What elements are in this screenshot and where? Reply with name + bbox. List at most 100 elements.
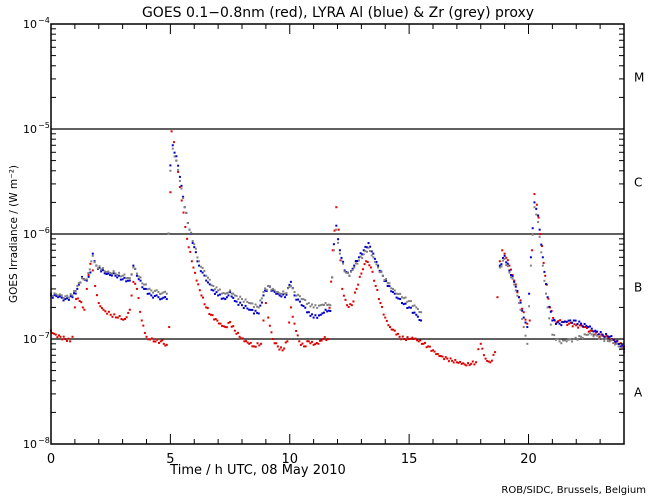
data-point xyxy=(415,313,418,316)
data-point xyxy=(358,275,361,278)
data-point xyxy=(508,269,511,272)
data-point xyxy=(474,361,477,364)
data-point xyxy=(153,289,156,292)
data-point xyxy=(67,298,70,301)
data-point xyxy=(312,306,315,309)
data-point xyxy=(264,289,267,292)
series-goes-0-1-0-8nm xyxy=(50,130,625,367)
data-point xyxy=(143,331,146,334)
data-point xyxy=(105,273,108,276)
data-point xyxy=(107,270,110,273)
data-point xyxy=(106,312,109,315)
data-point xyxy=(283,347,286,350)
data-point xyxy=(196,260,199,263)
credit-text: ROB/SIDC, Brussels, Belgium xyxy=(501,485,646,496)
data-point xyxy=(416,315,419,318)
data-point xyxy=(112,272,115,275)
data-point xyxy=(119,278,122,281)
data-point xyxy=(571,325,574,328)
data-point xyxy=(275,342,278,345)
data-point xyxy=(300,298,303,301)
data-point xyxy=(386,284,389,287)
data-point xyxy=(258,344,261,347)
data-point xyxy=(392,291,395,294)
data-point xyxy=(295,298,298,301)
data-point xyxy=(588,332,591,335)
data-point xyxy=(369,266,372,269)
y-tick-label: 10 xyxy=(23,228,37,241)
data-point xyxy=(173,155,176,158)
data-point xyxy=(322,311,325,314)
data-point xyxy=(528,292,531,295)
data-point xyxy=(89,262,92,265)
data-point xyxy=(369,245,372,248)
data-point xyxy=(438,354,441,357)
data-point xyxy=(309,314,312,317)
data-point xyxy=(159,298,162,301)
data-point xyxy=(162,291,165,294)
data-point xyxy=(452,361,455,364)
data-point xyxy=(296,334,299,337)
data-point xyxy=(566,324,569,327)
data-point xyxy=(611,338,614,340)
data-point xyxy=(392,287,395,290)
data-point xyxy=(465,364,468,367)
data-point xyxy=(374,284,377,287)
data-point xyxy=(146,292,149,295)
data-point xyxy=(306,311,309,314)
data-point xyxy=(331,276,334,279)
data-point xyxy=(252,312,255,315)
data-point xyxy=(242,300,245,303)
data-point xyxy=(262,294,265,297)
data-point xyxy=(597,333,600,336)
data-point xyxy=(502,256,505,259)
data-point xyxy=(396,332,399,335)
data-point xyxy=(583,322,586,325)
data-point xyxy=(378,271,381,274)
data-point xyxy=(408,306,411,309)
data-point xyxy=(594,331,597,334)
data-point xyxy=(237,331,240,334)
data-point xyxy=(298,340,301,343)
data-point xyxy=(280,292,283,295)
data-point xyxy=(114,274,117,277)
data-point xyxy=(508,271,511,274)
data-point xyxy=(389,326,392,329)
data-point xyxy=(433,350,436,353)
data-point xyxy=(353,264,356,267)
data-point xyxy=(114,272,117,275)
data-point xyxy=(351,267,354,270)
data-point xyxy=(543,279,546,282)
data-point xyxy=(606,340,609,343)
data-point xyxy=(200,294,203,297)
data-point xyxy=(64,298,67,301)
data-point xyxy=(249,341,252,344)
data-point xyxy=(95,264,98,267)
data-point xyxy=(366,261,369,264)
data-point xyxy=(392,328,395,331)
data-point xyxy=(562,320,565,323)
data-point xyxy=(587,333,590,336)
data-point xyxy=(278,348,281,351)
data-point xyxy=(409,300,412,303)
data-point xyxy=(359,252,362,255)
data-point xyxy=(135,287,138,290)
data-point xyxy=(116,316,119,319)
data-point xyxy=(418,311,421,314)
data-point xyxy=(581,337,584,340)
data-point xyxy=(199,265,202,268)
data-point xyxy=(361,257,364,260)
data-point xyxy=(248,342,251,345)
data-point xyxy=(141,286,144,289)
data-point xyxy=(233,300,236,303)
x-tick-label: 20 xyxy=(520,452,537,467)
data-point xyxy=(128,277,131,280)
data-point xyxy=(375,260,378,263)
data-point xyxy=(337,228,340,231)
data-point xyxy=(217,322,220,325)
data-point xyxy=(397,297,400,300)
data-point xyxy=(137,275,140,278)
data-point xyxy=(412,338,415,340)
data-point xyxy=(572,319,575,322)
data-point xyxy=(254,309,257,312)
